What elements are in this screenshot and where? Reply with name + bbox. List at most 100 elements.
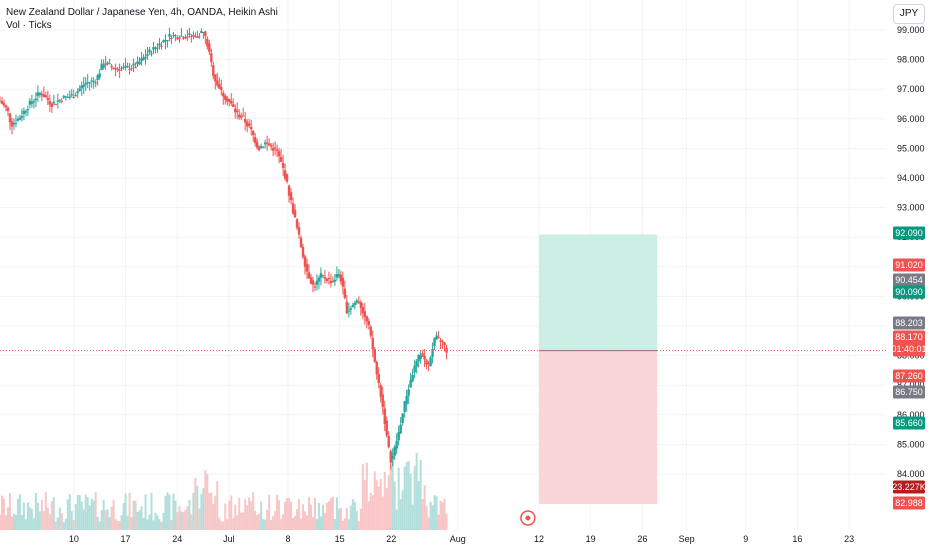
volume-bar: [136, 511, 139, 530]
volume-bar: [34, 492, 37, 530]
volume-bar: [160, 521, 163, 530]
volume-bar: [84, 494, 87, 530]
volume-bar: [302, 504, 305, 530]
candle-body: [349, 308, 353, 310]
candle-body: [345, 301, 349, 314]
candle-body: [238, 114, 241, 118]
volume-bar: [156, 515, 159, 530]
volume-bar: [192, 492, 195, 530]
volume-bar: [212, 503, 215, 530]
candle-body: [220, 86, 223, 91]
candle-body: [371, 338, 374, 350]
candle-body: [136, 61, 139, 65]
price-tick-label: 84.000: [897, 469, 925, 479]
volume-legend[interactable]: Vol · Ticks: [6, 20, 52, 31]
candle-body: [295, 219, 299, 228]
price-tag: 90.090: [893, 285, 925, 299]
candle-body: [210, 53, 213, 62]
candle-body: [319, 272, 323, 278]
volume-bar: [14, 515, 17, 530]
candle-body: [347, 310, 351, 312]
grid-lines: [0, 0, 886, 530]
candle-body: [303, 256, 307, 267]
volume-bar: [319, 516, 322, 530]
candle-body: [200, 31, 203, 33]
volume-bar: [106, 509, 109, 530]
symbol-legend[interactable]: New Zealand Dollar / Japanese Yen, 4h, O…: [6, 7, 278, 18]
volume-bar: [98, 521, 101, 530]
candle-body: [309, 277, 313, 284]
volume-bar: [401, 490, 404, 530]
time-tick-label: 26: [637, 534, 647, 544]
volume-bar: [200, 493, 203, 530]
event-marker-icon[interactable]: [520, 510, 536, 526]
candle-body: [313, 286, 317, 288]
volume-bar: [0, 514, 1, 530]
candle-body: [164, 39, 167, 42]
candle-body: [96, 75, 99, 80]
price-tag-bg: [893, 416, 925, 430]
volume-bar: [40, 499, 43, 530]
candle-body: [22, 110, 26, 114]
candle-body: [291, 203, 295, 214]
volume-bar: [102, 499, 105, 530]
volume-bar: [22, 502, 25, 530]
volume-bar: [381, 496, 384, 530]
candle-body: [166, 39, 169, 41]
candle-body: [317, 277, 321, 282]
volume-bar: [333, 519, 336, 530]
candle-body: [369, 326, 372, 336]
price-tick-label: 95.000: [897, 143, 925, 153]
candle-body: [353, 302, 357, 305]
price-tag-label: 92.090: [895, 228, 923, 238]
currency-button[interactable]: JPY: [893, 4, 925, 24]
volume-bar: [68, 494, 71, 530]
candle-body: [170, 37, 173, 40]
price-tag-label: 23.227K: [892, 482, 926, 492]
volume-bar: [126, 515, 129, 530]
volume-bar: [124, 493, 127, 530]
candle-body: [112, 67, 115, 70]
candle-body: [178, 37, 181, 39]
volume-bar: [182, 512, 185, 530]
price-tag-label: 90.090: [895, 287, 923, 297]
candle-body: [72, 97, 75, 99]
volume-bar: [399, 499, 402, 530]
candle-body: [267, 143, 271, 146]
volume-bar: [104, 510, 107, 530]
volume-bar: [389, 464, 392, 530]
volume-bar: [152, 520, 155, 530]
volume-bar: [238, 498, 241, 530]
candle-body: [184, 37, 187, 39]
candle-body: [419, 355, 422, 360]
volume-bar: [128, 493, 131, 530]
candle-body: [311, 280, 315, 285]
candle-body: [423, 355, 426, 360]
candle-body: [118, 69, 121, 71]
price-tick-label: 85.000: [897, 439, 925, 449]
candle-body: [255, 141, 259, 148]
candle-body: [80, 85, 83, 89]
volume-bar: [26, 502, 29, 530]
volume-bar: [421, 498, 424, 530]
volume-bar: [365, 462, 368, 530]
price-tag-label: 86.750: [895, 387, 923, 397]
candle-body: [305, 263, 309, 272]
volume-bar: [6, 507, 9, 530]
volume-bar: [12, 513, 15, 530]
volume-bar: [325, 502, 328, 530]
volume-bar: [274, 511, 277, 530]
volume-bar: [258, 513, 261, 530]
candle-body: [391, 456, 394, 460]
volume-bar: [351, 498, 354, 530]
volume-bar: [290, 501, 293, 530]
candle-body: [299, 237, 303, 247]
volume-bar: [280, 519, 283, 530]
volume-bar: [16, 498, 19, 530]
candle-body: [198, 36, 201, 38]
volume-bar: [335, 497, 338, 530]
candle-body: [20, 115, 24, 118]
volume-bar: [62, 521, 65, 530]
volume-bar: [441, 502, 444, 530]
